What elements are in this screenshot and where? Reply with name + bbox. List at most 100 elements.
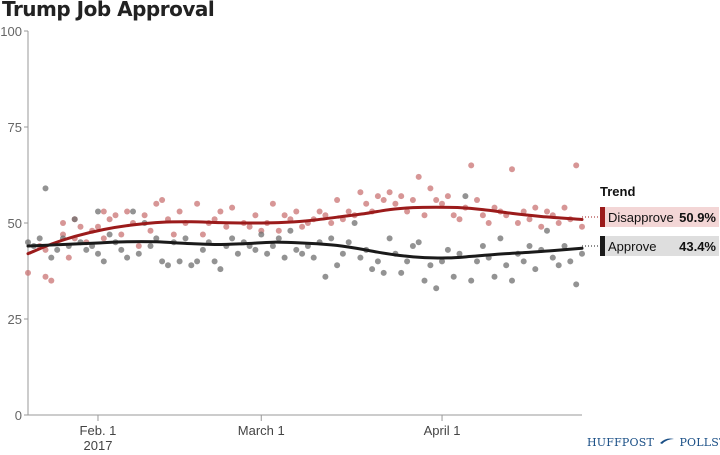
approve-poll-point: [421, 277, 428, 284]
approve-poll-point: [357, 254, 364, 261]
disapprove-poll-point: [95, 223, 101, 230]
disapprove-poll-point: [363, 200, 370, 207]
approve-label: Approve: [608, 239, 656, 254]
legend-title: Trend: [600, 184, 635, 199]
approve-poll-point: [573, 281, 580, 288]
x-tick-label: March 1: [238, 423, 285, 438]
disapprove-poll-point: [433, 197, 440, 203]
disapprove-poll-point: [555, 220, 562, 226]
disapprove-poll-point: [275, 227, 282, 234]
approve-poll-point: [100, 258, 107, 265]
y-tick-label: 25: [8, 312, 22, 327]
disapprove-poll-point: [147, 227, 154, 234]
disapprove-poll-point: [415, 173, 422, 180]
approve-poll-point: [555, 262, 562, 269]
disapprove-poll-point: [357, 189, 364, 196]
approve-poll-point: [194, 258, 201, 265]
approve-label-background: [600, 236, 719, 256]
disapprove-marker: [600, 207, 605, 227]
disapprove-trend-line: [26, 205, 584, 256]
approve-poll-point: [497, 235, 504, 242]
approve-poll-point: [229, 235, 236, 242]
approve-poll-point: [398, 269, 405, 276]
approve-poll-point: [444, 246, 451, 253]
approve-poll-point: [503, 262, 510, 269]
approve-poll-point: [561, 243, 568, 249]
approve-poll-point: [106, 231, 113, 238]
legend: Trend Disapprove 50.9% Approve 43.4%: [582, 184, 719, 256]
disapprove-poll-point: [153, 200, 160, 207]
disapprove-poll-point: [293, 208, 300, 215]
approve-poll-point: [95, 208, 101, 215]
approve-poll-point: [339, 250, 346, 257]
approve-poll-point: [409, 243, 416, 249]
approve-poll-point: [509, 277, 515, 284]
approve-poll-point: [25, 239, 31, 246]
approve-poll-point: [252, 246, 259, 253]
approve-marker: [600, 236, 605, 256]
approve-poll-point: [369, 266, 376, 273]
approve-value: 43.4%: [679, 239, 716, 254]
y-tick-label: 75: [8, 120, 22, 135]
approve-poll-point: [124, 254, 131, 261]
y-tick-label: 0: [15, 408, 22, 423]
disapprove-poll-point: [252, 212, 259, 219]
approve-poll-point: [386, 235, 393, 242]
approve-poll-point: [118, 246, 125, 253]
approve-poll-point: [275, 235, 282, 242]
disapprove-poll-point: [65, 254, 72, 261]
y-axis: 0 25 50 75 100: [0, 24, 582, 423]
disapprove-poll-point: [170, 231, 177, 238]
approve-poll-point: [579, 250, 585, 257]
disapprove-poll-point: [60, 220, 66, 226]
disapprove-poll-point: [532, 204, 539, 211]
swoosh-icon: [658, 436, 676, 449]
disapprove-poll-point: [100, 208, 107, 215]
approve-poll-point: [159, 258, 166, 265]
approve-poll-point: [176, 258, 183, 265]
disapprove-poll-point: [404, 208, 411, 215]
approve-poll-point: [287, 227, 294, 234]
disapprove-poll-point: [269, 200, 276, 207]
disapprove-poll-point: [124, 208, 131, 215]
disapprove-poll-point: [450, 212, 457, 219]
approve-poll-point: [310, 254, 317, 261]
disapprove-poll-point: [316, 208, 323, 215]
disapprove-poll-point: [485, 220, 492, 226]
disapprove-poll-point: [520, 208, 527, 215]
approve-poll-point: [345, 239, 352, 246]
x-tick-label: Feb. 1: [80, 423, 117, 438]
disapprove-poll-point: [135, 243, 142, 249]
disapprove-poll-point: [112, 212, 119, 219]
approve-poll-point: [182, 235, 189, 242]
poll-points: [25, 162, 585, 292]
disapprove-poll-point: [176, 208, 183, 215]
approve-poll-point: [217, 266, 224, 273]
disapprove-poll-point: [509, 166, 515, 173]
disapprove-poll-point: [25, 269, 31, 276]
approve-poll-point: [468, 277, 475, 284]
disapprove-poll-point: [246, 223, 253, 230]
approve-poll-point: [264, 250, 271, 257]
approve-poll-point: [520, 258, 527, 265]
x-tick-label: April 1: [424, 423, 461, 438]
approve-poll-point: [474, 258, 480, 265]
approve-poll-point: [165, 262, 171, 269]
disapprove-poll-point: [398, 193, 405, 200]
disapprove-poll-point: [468, 162, 475, 169]
disapprove-poll-point: [100, 235, 107, 242]
y-tick-label: 50: [8, 216, 22, 231]
disapprove-label-background: [600, 207, 719, 227]
disapprove-poll-point: [409, 197, 416, 203]
huffpost-wordmark: HUFFPOST: [587, 436, 655, 449]
approve-poll-point: [374, 258, 381, 265]
approve-poll-point: [439, 258, 445, 265]
approve-poll-point: [322, 273, 329, 280]
disapprove-poll-point: [392, 200, 399, 207]
disapprove-poll-point: [514, 220, 521, 226]
disapprove-poll-point: [106, 216, 113, 223]
disapprove-poll-point: [211, 216, 218, 223]
approve-poll-point: [567, 258, 574, 265]
